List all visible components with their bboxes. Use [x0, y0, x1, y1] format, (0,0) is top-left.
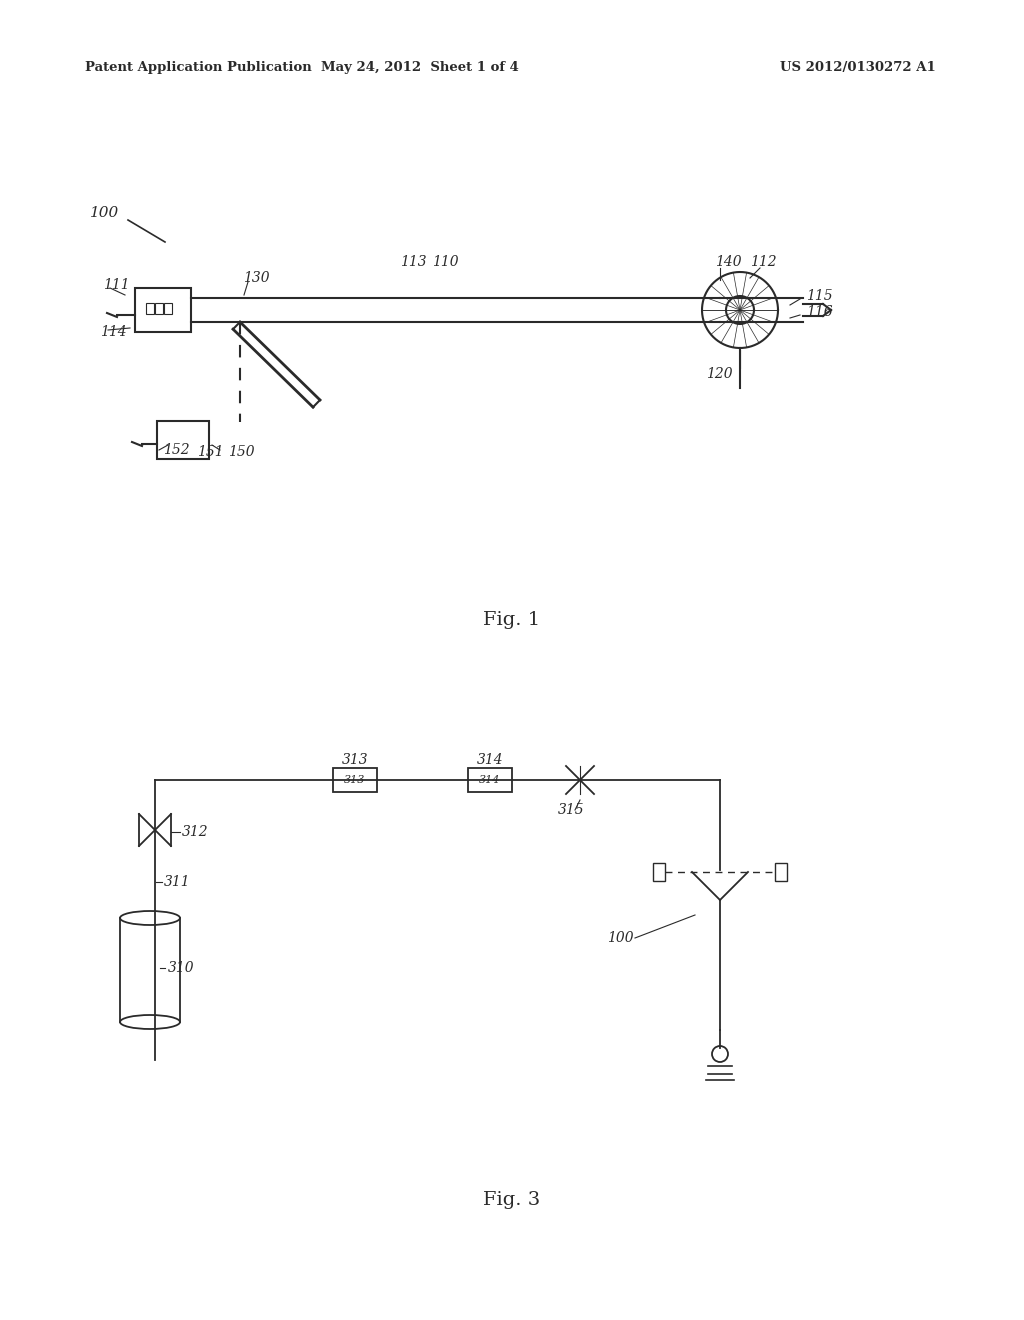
Text: 151: 151 [197, 445, 223, 459]
Text: 150: 150 [228, 445, 255, 459]
Bar [135, 288, 191, 333]
Text: 310: 310 [168, 961, 195, 975]
Text: 130: 130 [243, 271, 269, 285]
Bar [468, 768, 512, 792]
Bar [146, 304, 154, 314]
Bar [157, 421, 209, 459]
Text: Fig. 1: Fig. 1 [483, 611, 541, 630]
Text: May 24, 2012  Sheet 1 of 4: May 24, 2012 Sheet 1 of 4 [322, 62, 519, 74]
Circle shape [712, 1045, 728, 1063]
Bar [775, 863, 787, 880]
Text: 112: 112 [750, 255, 776, 269]
Text: 311: 311 [164, 875, 190, 888]
Ellipse shape [120, 1015, 180, 1030]
Text: 312: 312 [182, 825, 209, 840]
Text: 100: 100 [607, 931, 634, 945]
Text: 152: 152 [163, 444, 189, 457]
Ellipse shape [120, 911, 180, 925]
Text: 313: 313 [344, 775, 366, 785]
Text: 113: 113 [400, 255, 427, 269]
Text: 116: 116 [806, 305, 833, 319]
Text: 314: 314 [477, 752, 504, 767]
Text: Patent Application Publication: Patent Application Publication [85, 62, 311, 74]
Text: 110: 110 [432, 255, 459, 269]
Text: 100: 100 [90, 206, 119, 220]
Bar [120, 917, 180, 1022]
Bar [653, 863, 665, 880]
Bar [333, 768, 377, 792]
Bar [155, 304, 163, 314]
Text: 120: 120 [706, 367, 732, 381]
Text: 115: 115 [806, 289, 833, 304]
Text: 111: 111 [103, 279, 130, 292]
Text: 315: 315 [558, 803, 585, 817]
Text: 314: 314 [479, 775, 501, 785]
Text: 140: 140 [715, 255, 741, 269]
Bar [164, 304, 172, 314]
Text: 114: 114 [100, 325, 127, 339]
Text: 313: 313 [342, 752, 369, 767]
Text: Fig. 3: Fig. 3 [483, 1191, 541, 1209]
Text: US 2012/0130272 A1: US 2012/0130272 A1 [780, 62, 936, 74]
